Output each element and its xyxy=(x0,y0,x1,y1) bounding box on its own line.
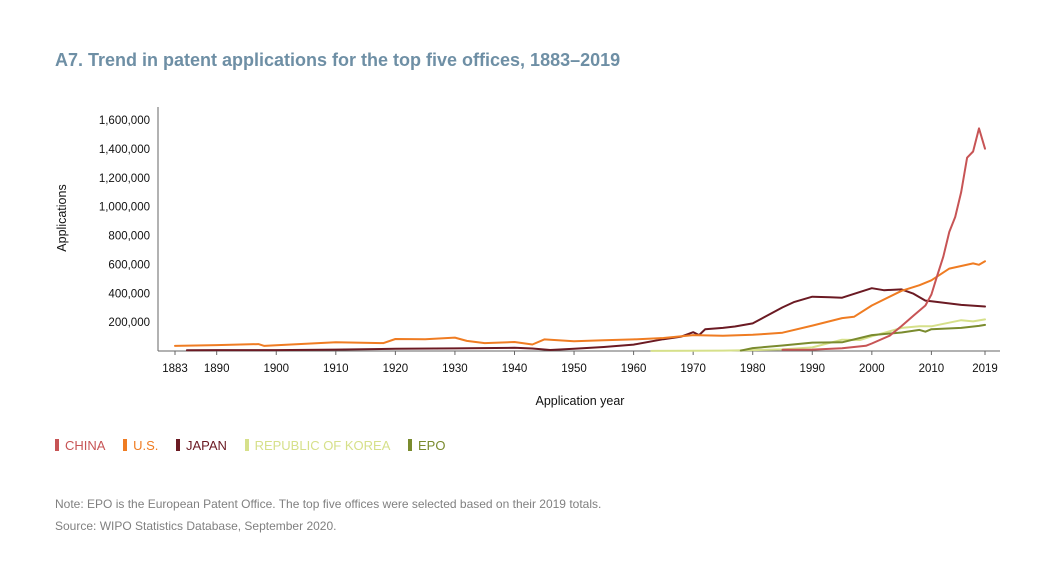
legend-swatch-japan xyxy=(176,439,180,451)
chart-note: Note: EPO is the European Patent Office.… xyxy=(55,497,602,511)
y-tick-label: 200,000 xyxy=(108,317,150,329)
legend-item-epo[interactable]: EPO xyxy=(408,438,445,453)
x-tick-label: 2010 xyxy=(919,363,945,375)
x-tick-label: 2000 xyxy=(859,363,885,375)
series-line-u-s xyxy=(174,260,986,347)
x-tick-label: 2019 xyxy=(972,363,998,375)
series-line-epo xyxy=(739,323,986,352)
legend: CHINA U.S. JAPAN REPUBLIC OF KOREA EPO xyxy=(55,438,459,453)
series-line-japan xyxy=(185,287,986,352)
y-axis-title: Applications xyxy=(55,184,69,251)
y-tick-label: 400,000 xyxy=(108,288,150,300)
x-tick-label: 1900 xyxy=(263,363,289,375)
legend-swatch-korea xyxy=(244,439,249,451)
legend-item-korea[interactable]: REPUBLIC OF KOREA xyxy=(244,438,391,453)
x-tick-label: 1890 xyxy=(204,363,230,375)
legend-swatch-epo xyxy=(408,439,412,451)
x-tick-label: 1910 xyxy=(323,363,349,375)
y-tick-label: 1,600,000 xyxy=(99,115,150,127)
chart-title: A7. Trend in patent applications for the… xyxy=(55,50,621,70)
series-line-china xyxy=(781,127,986,351)
legend-label-china: CHINA xyxy=(65,438,106,453)
x-tick-label: 1930 xyxy=(442,363,468,375)
legend-label-us: U.S. xyxy=(133,438,159,453)
x-tick-label: 1960 xyxy=(621,363,647,375)
legend-item-china[interactable]: CHINA xyxy=(55,438,105,453)
x-axis: 1883 1890 1900 1910 1920 1930 1940 1950 1960 1970… xyxy=(158,350,1000,375)
legend-item-us[interactable]: U.S. xyxy=(123,438,158,453)
x-tick-label: 1920 xyxy=(383,363,409,375)
legend-swatch-china xyxy=(55,439,59,451)
line-chart: 200,000 400,000 600,000 800,000 1,000,000 1,2… xyxy=(55,107,1000,408)
series-line-republic-of-korea xyxy=(650,318,986,352)
x-axis-title: Application year xyxy=(536,394,625,408)
y-tick-label: 1,400,000 xyxy=(99,144,150,156)
y-axis: 200,000 400,000 600,000 800,000 1,000,000 1,2… xyxy=(99,107,159,351)
x-tick-label: 1940 xyxy=(502,363,528,375)
legend-swatch-us xyxy=(123,439,128,451)
x-tick-label: 1883 xyxy=(162,363,188,375)
legend-item-japan[interactable]: JAPAN xyxy=(176,438,227,453)
x-tick-label: 1990 xyxy=(799,363,825,375)
y-tick-label: 1,200,000 xyxy=(99,173,150,185)
series-layer xyxy=(174,127,986,352)
x-tick-label: 1970 xyxy=(680,363,706,375)
y-tick-label: 1,000,000 xyxy=(99,202,150,214)
y-tick-label: 600,000 xyxy=(108,259,150,271)
legend-label-epo: EPO xyxy=(418,438,446,453)
chart-source: Source: WIPO Statistics Database, Septem… xyxy=(55,519,337,533)
x-tick-label: 1980 xyxy=(740,363,766,375)
legend-label-japan: JAPAN xyxy=(186,438,227,453)
legend-label-korea: REPUBLIC OF KOREA xyxy=(254,438,391,453)
y-tick-label: 800,000 xyxy=(108,231,150,243)
x-tick-label: 1950 xyxy=(561,363,587,375)
